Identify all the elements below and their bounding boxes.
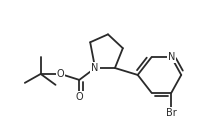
Text: N: N — [91, 63, 99, 73]
Text: O: O — [75, 92, 83, 102]
Text: O: O — [57, 69, 64, 79]
Text: Br: Br — [166, 108, 177, 118]
Text: N: N — [168, 52, 175, 62]
